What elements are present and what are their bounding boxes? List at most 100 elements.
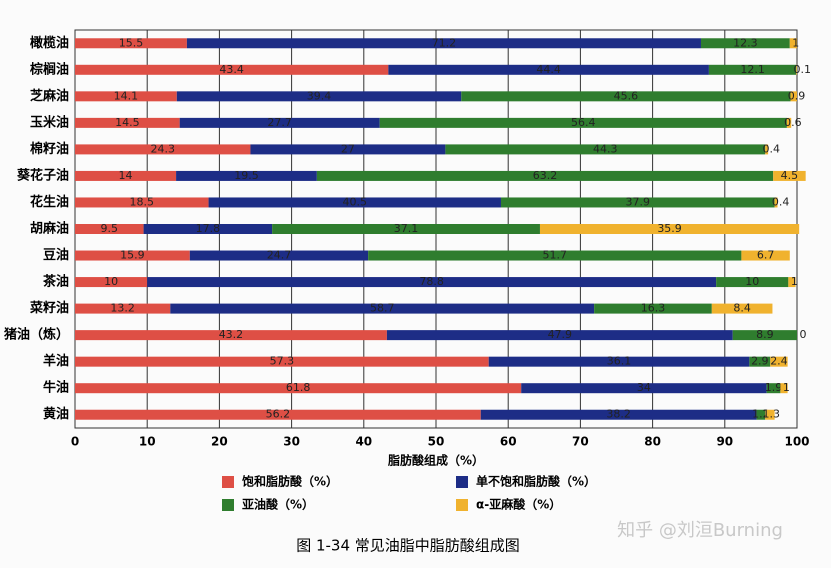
bar-segment (741, 250, 790, 261)
bar-segment (379, 117, 787, 128)
bar-segment (765, 409, 775, 420)
bar-segment (774, 197, 778, 208)
y-tick-label: 羊油 (43, 353, 69, 369)
bar-segment (756, 409, 766, 420)
data-label: 0.6 (784, 116, 802, 129)
data-label: 71.2 (432, 36, 457, 49)
data-label: 17.8 (196, 222, 221, 235)
y-tick-label: 花生油 (30, 194, 69, 210)
data-label: 47.9 (548, 328, 573, 341)
bar-segment (796, 64, 797, 75)
x-tick-label: 20 (211, 435, 228, 449)
bar-segment (176, 170, 317, 181)
x-tick-label: 80 (644, 435, 661, 449)
bar-segment (75, 330, 387, 341)
data-label: 8.4 (733, 302, 751, 315)
x-tick-label: 100 (784, 435, 809, 449)
bar-segment (488, 356, 750, 367)
bar-segment (708, 64, 797, 75)
data-label: 43.2 (219, 328, 244, 341)
data-label: 15.5 (119, 36, 144, 49)
bar-segment (461, 91, 791, 102)
legend-swatch (222, 476, 234, 488)
y-tick-label: 玉米油 (30, 114, 69, 130)
bar-segment (700, 38, 790, 49)
data-label: 63.2 (533, 169, 558, 182)
bar-segment (189, 250, 369, 261)
bar-segment (250, 144, 446, 155)
data-label: 4.5 (781, 169, 799, 182)
data-label: 1.9 (765, 381, 783, 394)
data-label: 0 (800, 328, 807, 341)
legend-label: 饱和脂肪酸（%） (242, 474, 338, 489)
data-label: 8.9 (756, 328, 774, 341)
bar-segment (75, 64, 389, 75)
data-label: 1 (791, 275, 798, 288)
legend-swatch (456, 499, 468, 511)
data-label: 44.3 (593, 142, 618, 155)
x-tick-label: 30 (283, 435, 300, 449)
bar-segment (521, 383, 767, 394)
data-label: 13.2 (110, 302, 135, 315)
bar-segment (770, 356, 788, 367)
y-tick-label: 菜籽油 (29, 300, 69, 316)
data-label: 36.1 (607, 355, 632, 368)
bar-segment (75, 277, 148, 288)
y-tick-label: 胡麻油 (30, 221, 69, 237)
y-tick-label: 猪油（炼） (3, 327, 69, 343)
bar-segment (179, 117, 380, 128)
y-tick-label: 葵花子油 (17, 167, 69, 183)
data-label: 56.4 (571, 116, 596, 129)
data-label: 14.5 (115, 116, 140, 129)
data-label: 24.7 (267, 249, 292, 262)
data-label: 0.4 (772, 195, 790, 208)
data-label: 43.4 (219, 63, 244, 76)
data-label: 38.2 (606, 408, 631, 421)
data-label: 27 (341, 142, 355, 155)
bar-segment (143, 224, 273, 234)
x-tick-label: 50 (428, 435, 445, 449)
bar-segment (732, 330, 797, 341)
bar-segment (75, 383, 522, 394)
y-tick-label: 芝麻油 (30, 88, 69, 104)
data-label: 12.3 (733, 36, 758, 49)
legend-label: 亚油酸（%） (242, 497, 314, 512)
data-label: 44.4 (536, 63, 561, 76)
data-label: 2.4 (770, 355, 788, 368)
bar-segment (75, 170, 177, 181)
bar-segment (272, 224, 540, 234)
data-label: 35.9 (657, 222, 682, 235)
data-label: 6.7 (757, 249, 775, 262)
bar-segment (445, 144, 766, 155)
bar-segment (75, 356, 489, 367)
data-label: 1.3 (762, 408, 780, 421)
x-tick-label: 60 (500, 435, 517, 449)
x-tick-label: 10 (139, 435, 156, 449)
data-label: 24.3 (150, 142, 175, 155)
data-label: 57.3 (270, 355, 295, 368)
data-label: 39.4 (307, 89, 332, 102)
bar-segment (788, 277, 796, 288)
bar-segment (75, 303, 171, 314)
data-label: 34 (637, 381, 651, 394)
data-label: 0.4 (762, 142, 780, 155)
bar-segment (388, 64, 709, 75)
data-label: 27.7 (267, 116, 292, 129)
x-tick-label: 70 (572, 435, 589, 449)
watermark: 知乎 @刘洹Burning (617, 520, 783, 541)
y-tick-label: 橄榄油 (30, 35, 69, 51)
data-label: 51.7 (543, 249, 568, 262)
data-label: 37.9 (626, 195, 651, 208)
legend-label: α-亚麻酸（%） (476, 497, 561, 512)
bar-segment (75, 38, 187, 49)
bar-segment (773, 170, 806, 181)
data-label: 19.5 (234, 169, 259, 182)
bar-segment (386, 330, 733, 341)
data-label: 40.5 (343, 195, 368, 208)
data-label: 37.1 (394, 222, 419, 235)
bar-segment (766, 383, 781, 394)
bar-segment (790, 91, 797, 102)
x-tick-label: 0 (71, 435, 79, 449)
bar-segment (789, 38, 797, 49)
